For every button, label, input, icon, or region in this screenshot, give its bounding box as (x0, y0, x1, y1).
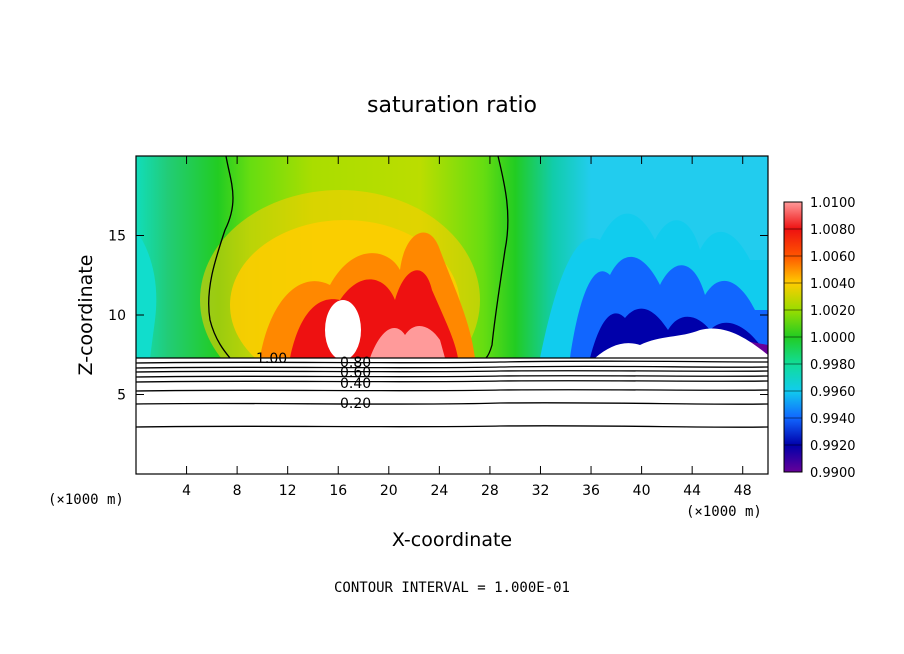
contour-label: 0.80 (340, 355, 371, 371)
x-tick-label: 16 (329, 483, 347, 499)
lower-white-region (136, 358, 768, 474)
contour-interval-note: CONTOUR INTERVAL = 1.000E-01 (334, 580, 570, 596)
plot-area (136, 156, 768, 474)
y-axis-label: Z-coordinate (75, 255, 97, 376)
contour-line-9 (136, 425, 768, 428)
x-tick-label: 20 (380, 483, 398, 499)
y-tick-label: 15 (108, 229, 126, 245)
colorbar-label: 0.9980 (810, 358, 856, 373)
colorbar-label: 1.0000 (810, 331, 856, 346)
x-axis-label: X-coordinate (392, 529, 512, 551)
contour-lines (136, 156, 768, 428)
contour-line-7 (136, 389, 768, 392)
x-tick-label: 12 (279, 483, 297, 499)
cold-surface-white (595, 328, 768, 362)
x-tick-label: 4 (182, 483, 191, 499)
colorbar-label: 0.9940 (810, 412, 856, 427)
contour-label: 0.60 (340, 365, 371, 381)
colorbar-label: 1.0060 (810, 250, 856, 265)
y-tick-label: 5 (117, 388, 126, 404)
contour-line-2 (136, 360, 768, 364)
colorbar-label: 1.0100 (810, 196, 856, 211)
y-axis-ticks: 5 10 15 (108, 229, 768, 404)
colorbar-label: 0.9920 (810, 439, 856, 454)
colorbar-label: 0.9960 (810, 385, 856, 400)
x-tick-label: 24 (430, 483, 448, 499)
contour-label: 1.00 (256, 351, 287, 367)
contour-line-6 (136, 380, 768, 383)
contour-line-4 (136, 370, 768, 373)
x-tick-label: 28 (481, 483, 499, 499)
x-unit-label-left: (×1000 m) (48, 492, 124, 508)
contour-label-group: 1.00 0.80 0.60 0.40 0.20 (256, 351, 371, 412)
colorbar-label: 1.0080 (810, 223, 856, 238)
x-tick-label: 32 (532, 483, 550, 499)
x-axis-ticks: 4 8 12 16 20 24 28 32 36 40 44 48 (182, 156, 752, 499)
contour-label: 0.40 (340, 376, 371, 392)
contour-line-3 (136, 365, 768, 369)
colorbar-ticks: 1.0100 1.0080 1.0060 1.0040 1.0020 1.0000 0.99… (784, 196, 856, 481)
x-tick-label: 44 (683, 483, 701, 499)
x-tick-label: 48 (734, 483, 752, 499)
x-tick-label: 40 (633, 483, 651, 499)
contour-line-8 (136, 402, 768, 405)
colorbar: 1.0100 1.0080 1.0060 1.0040 1.0020 1.0000 0.99… (783, 196, 856, 481)
y-tick-label: 10 (108, 308, 126, 324)
x-tick-label: 8 (233, 483, 242, 499)
contour-1.00-left (208, 156, 234, 359)
contour-label: 0.20 (340, 396, 371, 412)
colorbar-label: 1.0040 (810, 277, 856, 292)
left-cyan-region (136, 230, 157, 358)
warm-plume-pink (370, 325, 445, 358)
contour-line-5 (136, 375, 768, 378)
contour-1.00-right (485, 156, 509, 359)
x-unit-label-right: (×1000 m) (686, 504, 762, 520)
chart-title: saturation ratio (367, 93, 537, 118)
x-tick-label: 36 (582, 483, 600, 499)
warm-core-white (325, 300, 361, 360)
colorbar-label: 1.0020 (810, 304, 856, 319)
colorbar-label: 0.9900 (810, 466, 856, 481)
